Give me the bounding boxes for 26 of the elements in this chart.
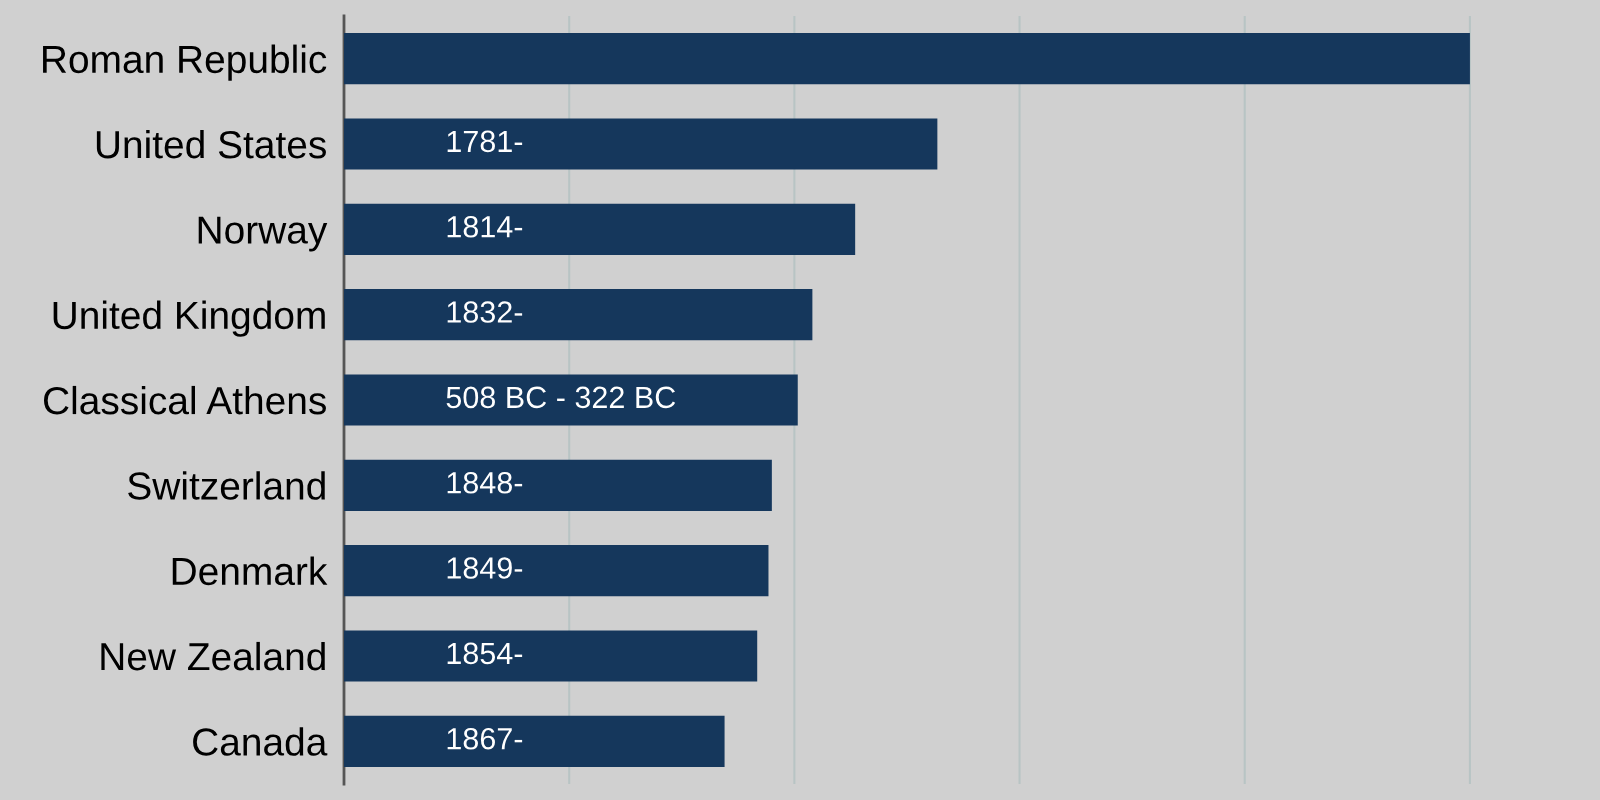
bar <box>344 630 758 682</box>
y-tick-label: Canada <box>193 727 328 756</box>
bar <box>344 289 813 341</box>
y-tick-label: Roman Republic <box>43 44 327 81</box>
annotation: 1849- <box>447 557 523 579</box>
annotation: 1854- <box>447 642 523 665</box>
y-tick-label: United States <box>96 129 326 159</box>
bar <box>344 715 725 767</box>
annotation: 1867- <box>447 727 523 750</box>
y-tick-label: Switzerland <box>128 471 325 500</box>
annotation: 1832- <box>447 301 523 323</box>
bar <box>344 203 856 255</box>
annotation: 1848- <box>447 471 523 494</box>
y-tick-label: Denmark <box>172 556 328 586</box>
y-tick-label: New Zealand <box>101 641 325 671</box>
annotation: 508 BC - 322 BC <box>446 386 676 409</box>
y-tick-label: Norway <box>198 216 328 252</box>
bar <box>344 459 772 511</box>
bar <box>344 374 798 426</box>
annotation: 1814- <box>447 215 523 238</box>
annotation: 1781- <box>447 130 523 153</box>
bar <box>344 545 769 597</box>
bar <box>344 33 1470 85</box>
y-tick-label: Classical Athens <box>43 385 326 415</box>
y-tick-label: United Kingdom <box>53 300 325 337</box>
bar <box>344 118 938 170</box>
